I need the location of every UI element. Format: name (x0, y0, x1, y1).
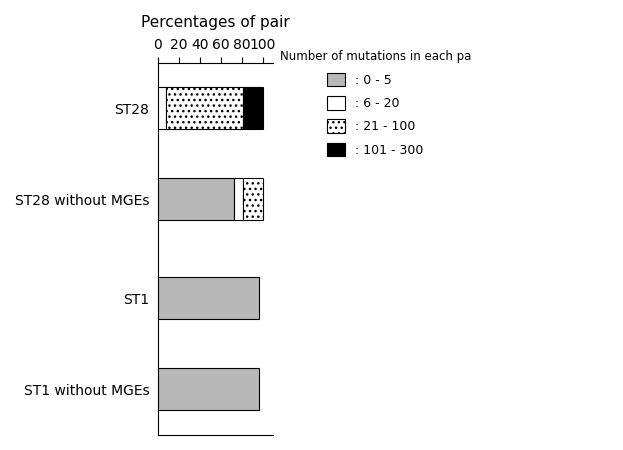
Bar (158, 277, 259, 319)
Legend: : 0 - 5, : 6 - 20, : 21 - 100, : 101 - 300: : 0 - 5, : 6 - 20, : 21 - 100, : 101 - 3… (280, 50, 471, 157)
Bar (234, 179, 243, 220)
Bar (158, 369, 259, 410)
Bar (158, 179, 234, 220)
Bar (243, 87, 263, 129)
Bar (158, 87, 166, 129)
Bar (243, 179, 263, 220)
Title: Percentages of pair: Percentages of pair (141, 15, 290, 30)
Bar (166, 87, 243, 129)
